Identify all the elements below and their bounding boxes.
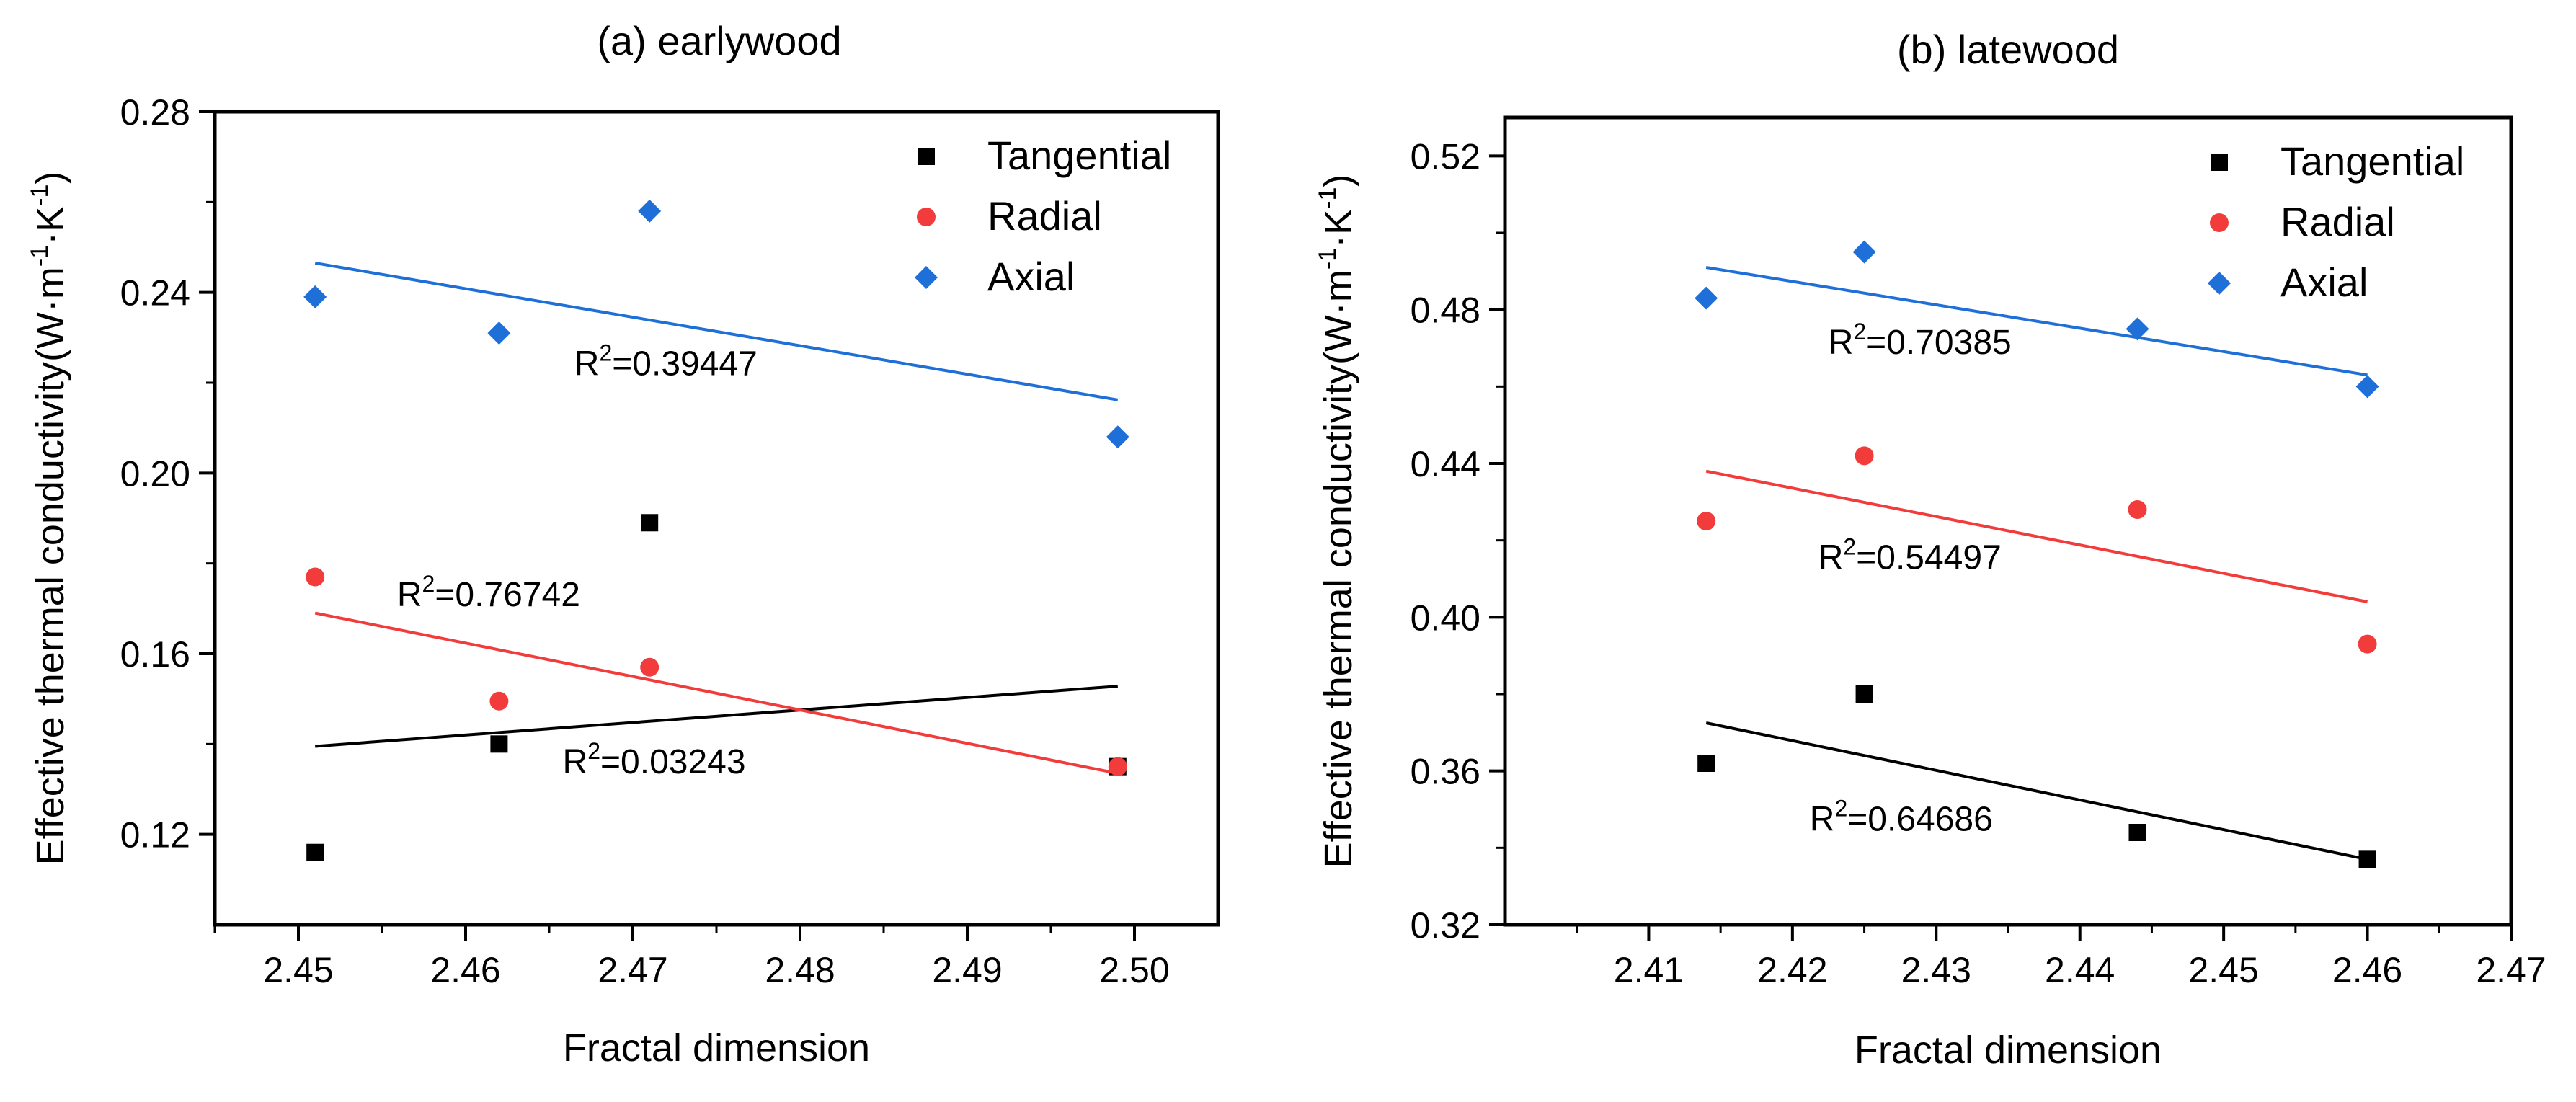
data-point-axial	[1852, 240, 1876, 264]
x-tick-label: 2.48	[765, 950, 835, 990]
x-tick-label: 2.43	[1901, 950, 1971, 990]
r2-label-tangential: R2=0.64686	[1810, 795, 1993, 838]
data-point-tangential	[1855, 685, 1873, 703]
legend-marker-tangential	[2211, 154, 2228, 171]
y-axis-label: Effective thermal conductivity(W·m-1·K-1…	[1314, 174, 1360, 868]
series-tangential: R2=0.03243	[306, 514, 1127, 861]
y-tick-label: 0.36	[1411, 752, 1480, 792]
legend: Tangential Radial Axial	[2208, 138, 2464, 305]
data-point-axial	[2126, 317, 2149, 341]
data-point-radial	[640, 657, 659, 677]
data-point-radial	[489, 691, 509, 711]
data-point-radial	[1108, 757, 1127, 776]
legend-label-radial: Radial	[2280, 199, 2395, 244]
data-point-tangential	[641, 514, 659, 532]
fit-line-tangential	[315, 685, 1118, 748]
y-axis-label: Effective thermal conductivity(W·m-1·K-1…	[26, 172, 72, 866]
series-axial: R2=0.39447	[303, 199, 1129, 449]
y-tick-label: 0.20	[120, 453, 190, 494]
chart-latewood: (b) latewood 2.41 2.42 2.43 2.44 2.45 2.46 2.47…	[1314, 27, 2546, 1072]
y-tick-label: 0.40	[1411, 597, 1480, 638]
data-point-axial	[638, 199, 662, 223]
data-point-tangential	[2358, 850, 2376, 868]
y-tick-label: 0.52	[1411, 136, 1480, 177]
data-point-tangential	[1697, 755, 1715, 772]
r2-label-radial: R2=0.54497	[1818, 534, 2002, 577]
legend-marker-tangential	[918, 148, 935, 165]
data-point-axial	[1695, 286, 1718, 310]
data-point-radial	[306, 567, 325, 587]
series-radial: R2=0.54497	[1697, 446, 2377, 654]
legend-label-axial: Axial	[2280, 259, 2368, 305]
legend-marker-axial	[2208, 272, 2231, 295]
data-point-radial	[1855, 446, 1874, 466]
r2-label-tangential: R2=0.03243	[563, 738, 746, 781]
chart-title: (a) earlywood	[597, 18, 841, 63]
data-point-axial	[303, 285, 327, 308]
fit-line-radial	[1705, 469, 2368, 603]
y-tick-label: 0.32	[1411, 905, 1480, 946]
data-point-axial	[2355, 375, 2379, 399]
series-tangential: R2=0.64686	[1697, 685, 2376, 868]
r2-label-axial: R2=0.70385	[1829, 319, 2012, 362]
y-tick-label: 0.28	[120, 92, 190, 133]
series-radial: R2=0.76742	[306, 567, 1127, 776]
x-tick-label: 2.49	[932, 950, 1002, 990]
data-point-tangential	[490, 735, 508, 753]
x-tick-label: 2.47	[598, 950, 667, 990]
x-tick-label: 2.46	[2332, 950, 2402, 990]
y-tick-label: 0.16	[120, 634, 190, 675]
fit-line-radial	[314, 611, 1119, 776]
x-tick-label: 2.45	[263, 950, 333, 990]
x-tick-label: 2.42	[1757, 950, 1827, 990]
fit-line-axial	[314, 261, 1119, 401]
data-point-tangential	[306, 843, 324, 861]
y-tick-label: 0.12	[120, 815, 190, 856]
x-tick-label: 2.44	[2045, 950, 2115, 990]
data-point-radial	[1697, 512, 1716, 530]
fit-line-tangential	[1705, 721, 2368, 861]
legend-marker-radial	[917, 208, 936, 226]
legend-label-axial: Axial	[987, 254, 1075, 299]
fit-line-axial	[1705, 266, 2368, 377]
data-point-tangential	[2128, 824, 2146, 841]
x-tick-label: 2.47	[2476, 950, 2546, 990]
series-axial: R2=0.70385	[1695, 240, 2379, 399]
x-axis-label: Fractal dimension	[563, 1026, 870, 1070]
legend-label-tangential: Tangential	[987, 133, 1171, 178]
legend-label-tangential: Tangential	[2280, 138, 2464, 184]
x-tick-label: 2.45	[2188, 950, 2258, 990]
legend-marker-radial	[2210, 213, 2229, 232]
r2-label-radial: R2=0.76742	[397, 571, 580, 614]
legend-label-radial: Radial	[987, 193, 1102, 239]
x-tick-label: 2.46	[430, 950, 500, 990]
data-point-radial	[2358, 634, 2377, 654]
data-point-axial	[487, 321, 511, 345]
legend: Tangential Radial Axial	[915, 133, 1171, 299]
data-point-radial	[2128, 500, 2147, 519]
x-tick-label: 2.41	[1614, 950, 1684, 990]
x-axis-label: Fractal dimension	[1855, 1028, 2162, 1072]
y-tick-label: 0.24	[120, 273, 190, 314]
legend-marker-axial	[915, 266, 938, 289]
x-tick-label: 2.50	[1099, 950, 1169, 990]
data-point-axial	[1106, 425, 1129, 449]
chart-earlywood: (a) earlywood 2.45 2.46 2.47 2.48 2.49 2.50 0.1…	[26, 18, 1220, 1070]
chart-title: (b) latewood	[1897, 27, 2119, 72]
r2-label-axial: R2=0.39447	[574, 339, 758, 383]
y-tick-label: 0.44	[1411, 444, 1480, 484]
y-tick-label: 0.48	[1411, 290, 1480, 331]
charts-root: (a) earlywood 2.45 2.46 2.47 2.48 2.49 2.50 0.1…	[26, 18, 2546, 1072]
